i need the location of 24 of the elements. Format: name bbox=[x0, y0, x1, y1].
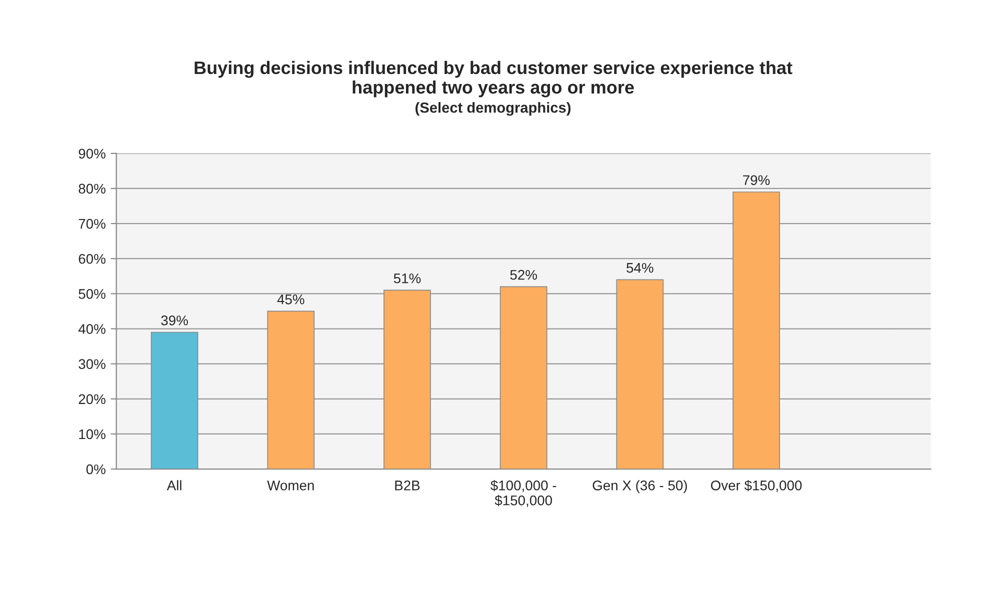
y-tick-label: 50% bbox=[78, 289, 106, 299]
x-tick-label: Gen X (36 - 50) bbox=[592, 480, 687, 494]
y-tick-label: 70% bbox=[78, 218, 106, 229]
data-label: 79% bbox=[743, 175, 770, 186]
x-tick-label: Over $150,000 bbox=[710, 480, 802, 492]
y-tick-label: 80% bbox=[78, 184, 106, 194]
x-tick-label: All bbox=[166, 480, 182, 490]
data-label: 39% bbox=[161, 316, 188, 326]
y-tick-label: 0% bbox=[86, 464, 106, 474]
y-tick-label: 30% bbox=[78, 359, 106, 370]
chart-title: Buying decisions influenced by bad customer service experience that happened two years ago or more bbox=[194, 60, 792, 98]
x-tick-label: $100,000 - $150,000 bbox=[490, 480, 556, 507]
data-label: 51% bbox=[394, 273, 421, 284]
y-tick-label: 60% bbox=[78, 254, 106, 264]
chart-subtitle: (Select demographics) bbox=[416, 102, 570, 116]
x-tick-label: Women bbox=[267, 480, 314, 490]
data-label: 52% bbox=[510, 270, 537, 280]
data-label: 45% bbox=[277, 294, 304, 304]
x-tick-label: B2B bbox=[395, 480, 420, 490]
y-tick-label: 90% bbox=[78, 148, 106, 159]
y-tick-label: 10% bbox=[79, 429, 106, 440]
y-tick-label: 20% bbox=[78, 394, 106, 404]
y-tick-label: 40% bbox=[78, 324, 106, 334]
data-label: 54% bbox=[626, 262, 654, 273]
